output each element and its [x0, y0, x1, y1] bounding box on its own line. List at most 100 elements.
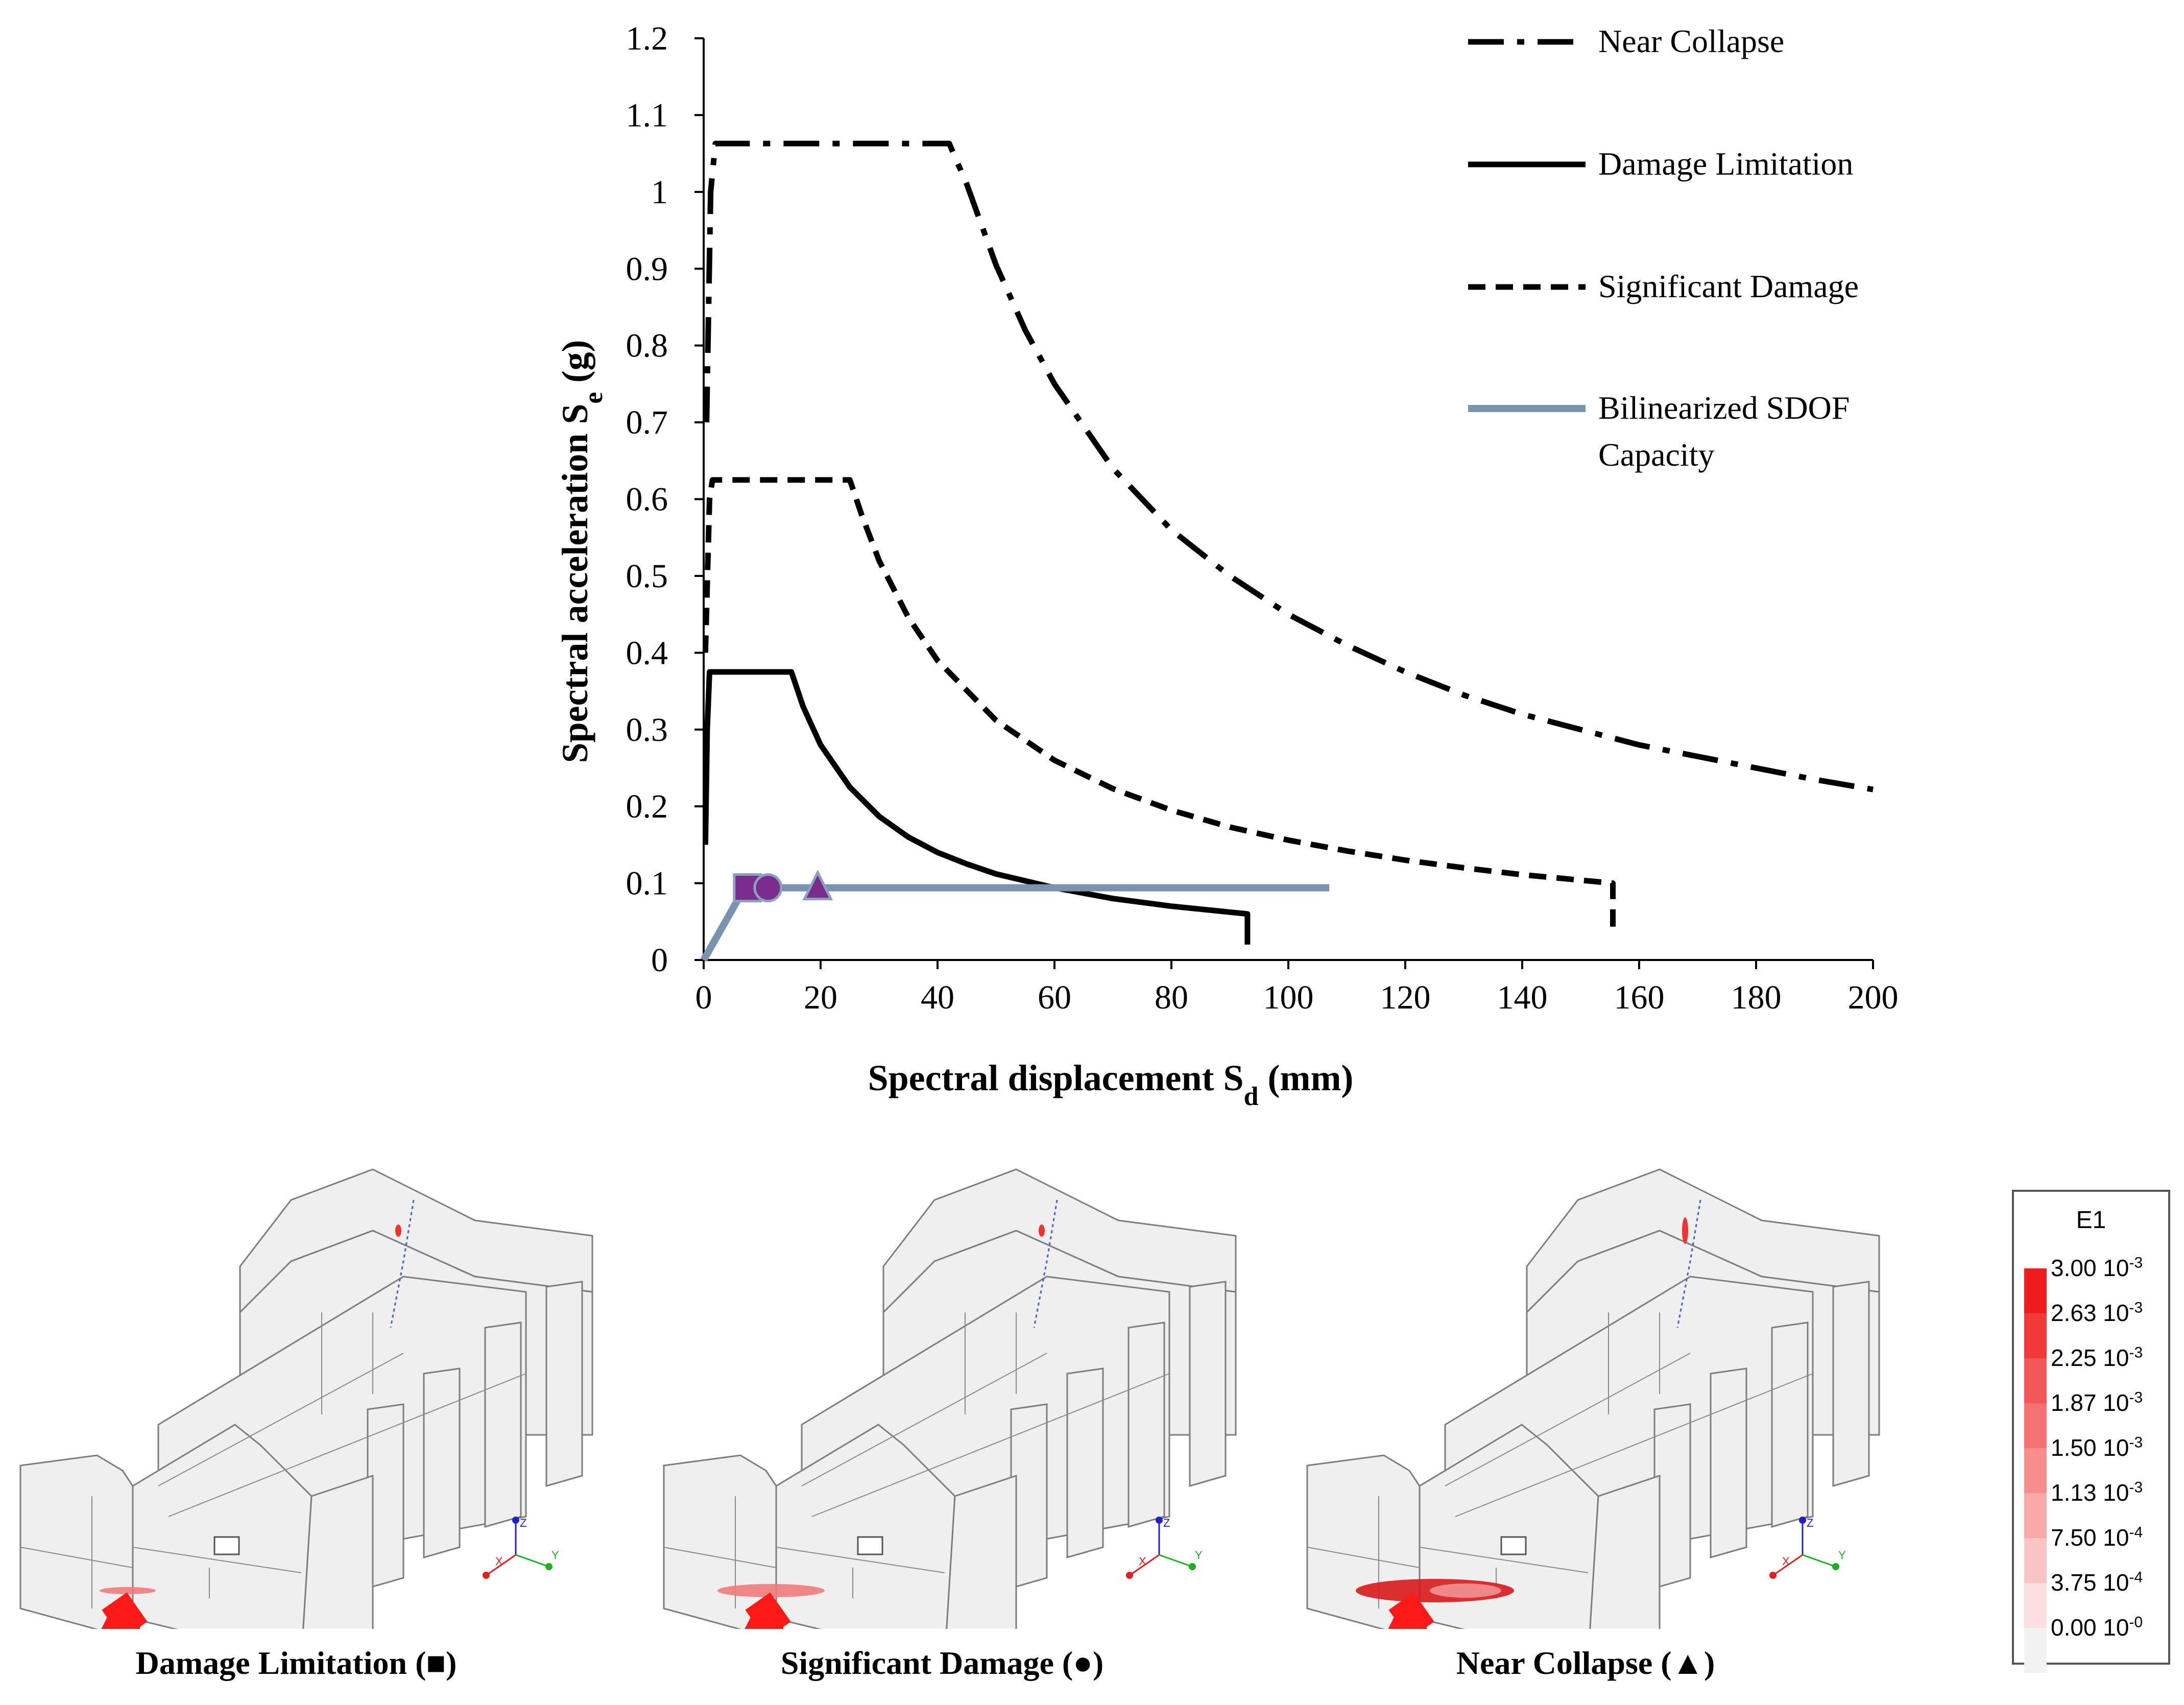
x-axis-icon: [1774, 1554, 1803, 1575]
x-axis-tip: [1769, 1572, 1777, 1579]
window: [213, 1536, 240, 1555]
building-model: Z X Y: [19, 1168, 593, 1629]
legend-label: Capacity: [1598, 437, 1714, 473]
building-model: Z X Y: [1306, 1168, 1880, 1629]
x-tick-label: 100: [1263, 979, 1314, 1016]
y-tick-label: 0: [651, 942, 668, 979]
damage-patch-wall: [717, 1584, 825, 1597]
scale-entry: 2.25 10-3: [2024, 1344, 2162, 1403]
y-axis-title: Spectral acceleration Se (g): [555, 340, 608, 763]
axes-triad: Z X Y: [1126, 1517, 1203, 1579]
edge-line: [1307, 1547, 1420, 1568]
edge-line: [811, 1373, 1170, 1517]
z-axis-tip: [1156, 1517, 1163, 1524]
caption-text: Damage Limitation (: [135, 1645, 426, 1681]
chart-legend: Near Collapse Damage Limitation Significan…: [1468, 23, 1859, 473]
scale-swatch: [2024, 1448, 2047, 1493]
series-near-collapse: [704, 140, 1874, 793]
y-tick-label: 0.4: [626, 634, 668, 671]
window: [1500, 1536, 1527, 1555]
chart-markers: [733, 870, 833, 903]
y-tick-label: 1.2: [626, 20, 668, 57]
y-axis-icon: [1802, 1554, 1835, 1567]
y-axis-tip: [1189, 1563, 1196, 1570]
load-arrow-icon: [737, 1592, 791, 1629]
triad-z-label: Z: [520, 1517, 526, 1529]
scale-swatch: [2024, 1358, 2047, 1403]
triad-x-label: X: [1139, 1555, 1146, 1568]
y-tick-label: 0.9: [626, 250, 668, 287]
axes-triad: Z X Y: [483, 1517, 559, 1579]
scale-entry: 7.50 10-4: [2024, 1524, 2162, 1583]
triad-y-label: Y: [1195, 1549, 1203, 1562]
edge-line: [1445, 1353, 1691, 1486]
building-edges: [663, 1312, 1170, 1608]
x-tick-label: 120: [1380, 979, 1431, 1016]
buttress: [1771, 1322, 1809, 1528]
scale-label: 1.87 10-3: [2051, 1389, 2143, 1416]
edge-line: [132, 1547, 302, 1573]
chart-series: [700, 140, 1874, 962]
y-tick-label: 0.2: [626, 788, 668, 825]
edge-line: [1419, 1547, 1589, 1573]
y-axis-tip: [1832, 1563, 1839, 1570]
caption-symbol: ▲: [1671, 1645, 1704, 1681]
y-tick-label: 0.6: [626, 481, 668, 518]
front-side: [946, 1474, 1017, 1629]
scale-swatch: [2024, 1313, 2047, 1358]
caption-close: ): [446, 1645, 457, 1681]
chart-axes: 0 20 40 60 80 100 120 140 160 180 200 0 0.1 0.2 0.3 0.4…: [626, 20, 1899, 1016]
triad-y-label: Y: [1838, 1549, 1846, 1562]
load-arrow-icon: [94, 1592, 148, 1629]
legend-label: Near Collapse: [1598, 23, 1784, 59]
edge-line: [663, 1547, 777, 1568]
caption-close: ): [1703, 1645, 1715, 1681]
x-tick-label: 60: [1038, 979, 1071, 1016]
spectrum-chart: 0 20 40 60 80 100 120 140 160 180 200 0 0.1 0.2 0.3 0.4…: [555, 20, 1899, 1111]
crack-line: [1033, 1199, 1058, 1328]
triad-y-label: Y: [551, 1549, 559, 1562]
edge-line: [168, 1373, 526, 1517]
legend-label: Bilinearized SDOF: [1598, 390, 1850, 426]
building-panel: Z X Y: [659, 1159, 1312, 1629]
load-arrow-icon: [1381, 1592, 1434, 1629]
scale-entry: 1.50 10-3: [2024, 1434, 2162, 1493]
scale-label: 2.25 10-3: [2051, 1344, 2143, 1371]
scale-swatch: [2024, 1538, 2047, 1583]
scale-entry: 2.63 10-3: [2024, 1300, 2162, 1358]
damage-patch-wall: [100, 1587, 156, 1594]
x-axis-icon: [487, 1554, 516, 1575]
buttress: [423, 1367, 461, 1558]
caption-symbol: ■: [426, 1645, 446, 1681]
y-tick-label: 0.5: [626, 558, 668, 595]
y-tick-label: 0.8: [626, 327, 668, 365]
x-tick-label: 160: [1614, 979, 1665, 1016]
buttress: [1066, 1367, 1104, 1558]
caption-close: ): [1092, 1645, 1104, 1681]
damage-patch-gable: [1039, 1224, 1045, 1237]
scale-label: 0.00 10-0: [2051, 1614, 2143, 1641]
scale-entry: 1.87 10-3: [2024, 1389, 2162, 1448]
series-bilinearized-sdof-capacity: [700, 884, 1330, 962]
x-axis-tip: [1126, 1572, 1133, 1579]
series-damage-limitation: [702, 669, 1251, 945]
crack-line: [390, 1199, 415, 1328]
x-tick-label: 0: [695, 979, 712, 1016]
y-axis-tip: [545, 1563, 553, 1570]
marker-triangle: [802, 870, 833, 901]
x-axis-icon: [1131, 1554, 1160, 1575]
building-edges: [20, 1312, 526, 1608]
series-significant-damage: [702, 477, 1616, 933]
scale-label: 3.00 10-3: [2051, 1254, 2143, 1281]
edge-line: [1455, 1373, 1813, 1517]
crack-line: [1676, 1199, 1701, 1328]
scale-entry: 3.00 10-3: [2024, 1255, 2162, 1313]
buttress: [1710, 1367, 1747, 1558]
edge-line: [158, 1353, 404, 1486]
damage-patches: [717, 1224, 1045, 1597]
scale-label: 2.63 10-3: [2051, 1299, 2143, 1326]
scale-entry: 3.75 10-4: [2024, 1569, 2162, 1628]
damage-patches: [100, 1224, 401, 1594]
building-panel: Z X Y: [1302, 1159, 1956, 1629]
x-axis-title: Spectral displacement Sd (mm): [868, 1058, 1354, 1111]
